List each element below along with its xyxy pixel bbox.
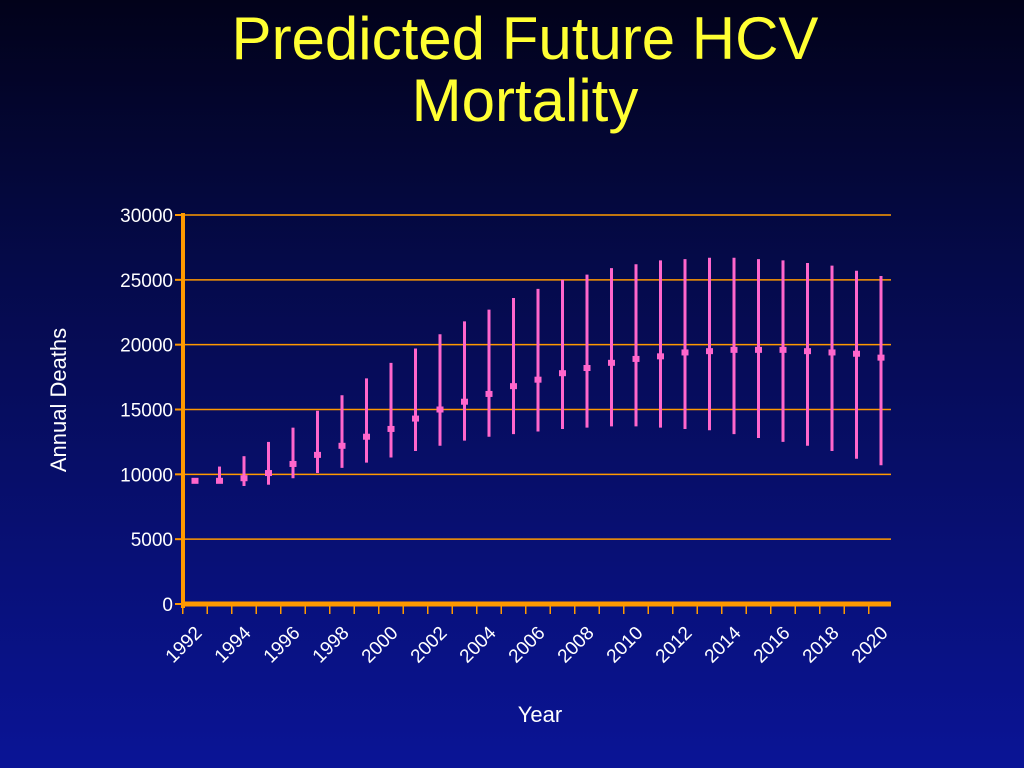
data-point	[265, 470, 272, 477]
data-point	[436, 406, 444, 413]
data-points	[191, 346, 885, 484]
data-point	[828, 349, 836, 356]
data-point	[485, 390, 493, 397]
x-tick-label: 2012	[652, 623, 697, 668]
data-point	[338, 442, 346, 449]
y-tick-label: 10000	[120, 465, 173, 486]
y-tick-labels: 0 5000 10000 15000 20000 25000 30000	[120, 206, 173, 616]
x-tick-labels: 1992 1994 1996 1998 2000 2002 2004 2006 2008 2010…	[162, 622, 893, 667]
data-point	[461, 398, 468, 405]
data-point	[289, 460, 297, 467]
x-tick-label: 2006	[505, 623, 550, 668]
y-tick-label: 5000	[131, 530, 173, 551]
y-tick-label: 0	[162, 595, 173, 616]
error-bars	[218, 257, 883, 487]
data-point	[240, 475, 248, 482]
x-tick-label: 2000	[358, 623, 403, 668]
data-point	[191, 477, 199, 484]
x-axis-label: Year	[518, 702, 562, 727]
data-point	[559, 370, 566, 377]
x-tick-label: 1994	[211, 622, 256, 667]
data-point	[314, 451, 321, 458]
x-tick-label: 2010	[603, 623, 648, 668]
data-point	[657, 353, 664, 360]
data-point	[510, 383, 517, 390]
x-tick-label: 2014	[701, 622, 746, 667]
data-point	[853, 350, 860, 357]
data-point	[412, 415, 419, 422]
data-point	[730, 346, 738, 353]
data-point	[583, 365, 591, 372]
x-tick-label: 2020	[848, 623, 893, 668]
x-tick-label: 2016	[750, 623, 795, 668]
x-tick-label: 1996	[260, 623, 305, 668]
axes	[175, 213, 891, 614]
data-point	[216, 477, 223, 484]
slide-title: Predicted Future HCV Mortality	[0, 8, 1024, 132]
data-point	[534, 376, 542, 383]
data-point	[706, 348, 713, 355]
data-point	[755, 346, 762, 353]
slide-title-line-1: Predicted Future HCV	[231, 5, 819, 72]
x-tick-label: 2018	[799, 623, 844, 668]
x-tick-label: 1998	[309, 623, 354, 668]
data-point	[804, 348, 811, 355]
x-tick-label: 1992	[162, 623, 207, 668]
y-tick-label: 30000	[120, 206, 173, 227]
data-point	[632, 355, 640, 362]
slide-title-line-2: Mortality	[411, 67, 639, 134]
data-point	[779, 346, 787, 353]
y-tick-label: 15000	[120, 401, 173, 422]
data-point	[681, 349, 689, 356]
y-axis-label: Annual Deaths	[46, 328, 71, 472]
data-point	[387, 425, 395, 432]
data-point	[363, 433, 370, 440]
y-tick-label: 25000	[120, 271, 173, 292]
x-tick-label: 2004	[456, 622, 501, 667]
data-point	[608, 359, 615, 366]
x-tick-label: 2002	[407, 623, 452, 668]
y-tick-label: 20000	[120, 336, 173, 357]
data-point	[877, 354, 885, 361]
x-tick-label: 2008	[554, 623, 599, 668]
